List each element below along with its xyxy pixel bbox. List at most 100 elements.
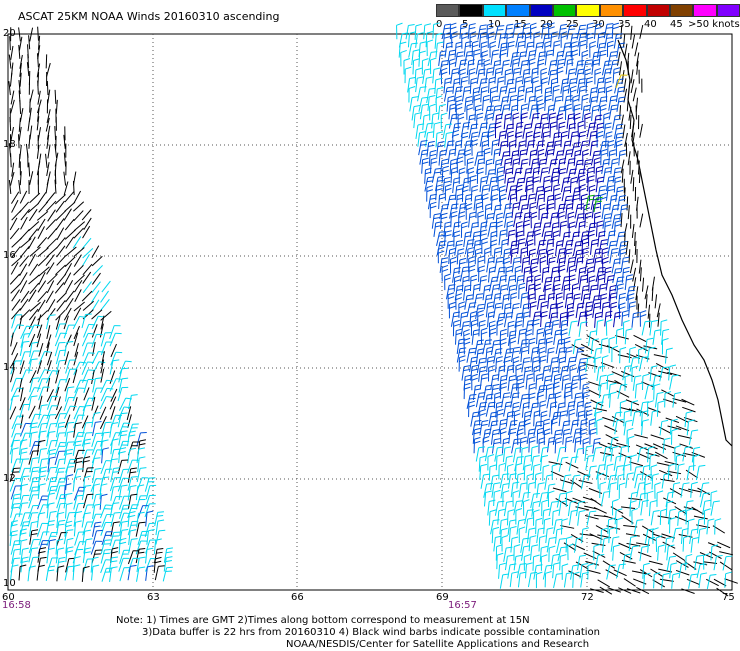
wind-barb <box>473 50 480 66</box>
wind-barb <box>569 222 575 238</box>
wind-barb <box>82 566 89 581</box>
wind-barb <box>621 507 635 509</box>
wind-barb <box>474 294 483 308</box>
wind-barb <box>412 50 420 65</box>
wind-barb <box>464 42 472 57</box>
wind-barb <box>549 501 558 516</box>
wind-barb <box>531 493 540 507</box>
wind-barb <box>542 366 550 381</box>
wind-barb <box>521 248 528 264</box>
wind-barb <box>491 285 500 300</box>
wind-barb <box>20 484 28 499</box>
wind-barb <box>486 302 493 317</box>
wind-barb <box>65 387 74 402</box>
wind-barb <box>64 342 73 357</box>
wind-barb <box>480 374 488 389</box>
wind-barb <box>12 238 22 248</box>
wind-barb <box>21 557 29 572</box>
wind-barb <box>64 172 66 186</box>
wind-barb <box>668 426 682 430</box>
wind-barb <box>494 392 500 408</box>
wind-barb <box>136 485 144 500</box>
wind-barb <box>111 389 117 402</box>
wind-barb <box>101 311 112 320</box>
wind-barb <box>524 220 530 236</box>
wind-barb <box>619 483 625 499</box>
wind-barb <box>47 81 48 95</box>
wind-barb <box>154 548 163 563</box>
wind-barb <box>546 150 554 165</box>
wind-barb <box>471 320 477 336</box>
wind-barb <box>12 342 17 355</box>
wind-barb <box>541 555 547 571</box>
wind-barb <box>508 464 514 480</box>
wind-barb <box>56 548 64 563</box>
wind-barb <box>491 240 497 256</box>
wind-barb <box>100 494 107 509</box>
wind-barb <box>528 572 537 587</box>
wind-barb <box>481 474 490 489</box>
wind-barb <box>613 545 620 561</box>
wind-barb <box>435 78 442 94</box>
wind-barb <box>539 401 546 417</box>
wind-barb <box>551 267 559 282</box>
wind-barb <box>679 563 688 578</box>
wind-barb <box>538 149 544 165</box>
wind-barb <box>66 547 74 562</box>
wind-barb <box>643 563 650 579</box>
wind-barb <box>650 454 657 470</box>
wind-barb <box>488 131 494 147</box>
wind-barb <box>64 493 72 508</box>
wind-barb <box>29 290 36 302</box>
wind-barb <box>491 475 500 490</box>
wind-barb <box>560 526 574 529</box>
wind-barb <box>623 526 637 527</box>
wind-barb <box>711 491 717 507</box>
wind-barb <box>38 281 46 293</box>
wind-barb <box>445 184 451 200</box>
wind-barb <box>496 455 503 471</box>
wind-barb <box>511 304 519 319</box>
wind-barb <box>83 494 93 508</box>
wind-barb <box>507 275 516 290</box>
wind-barb <box>629 249 630 263</box>
wind-barb <box>642 278 643 292</box>
wind-barb <box>65 219 74 230</box>
wind-barb <box>572 195 580 210</box>
wind-barb <box>92 522 101 537</box>
wind-barb <box>156 520 164 535</box>
wind-barb <box>580 141 589 156</box>
wind-barb <box>621 25 622 39</box>
wind-barb <box>588 390 601 396</box>
wind-barb <box>596 320 603 335</box>
wind-barb <box>38 370 51 382</box>
wind-barb <box>55 126 56 140</box>
wind-barb <box>128 511 135 526</box>
wind-barb <box>406 24 415 39</box>
wind-barb <box>559 457 568 471</box>
wind-barb <box>455 42 462 58</box>
wind-barb <box>64 325 75 338</box>
wind-barb <box>528 482 535 498</box>
wind-barb <box>20 539 27 554</box>
wind-barb <box>565 437 572 453</box>
wind-barb <box>65 191 74 202</box>
wind-barb <box>55 282 64 293</box>
wind-barb <box>560 555 567 571</box>
wind-barb <box>554 574 563 588</box>
wind-barb <box>616 284 623 299</box>
wind-barb <box>625 329 632 345</box>
wind-barb <box>432 113 439 128</box>
wind-barb <box>47 503 54 518</box>
wind-barb <box>9 81 11 95</box>
wind-barb <box>665 348 672 363</box>
wind-barb <box>430 158 437 174</box>
wind-barb <box>540 455 548 470</box>
wind-barb <box>596 221 603 237</box>
wind-barb <box>588 466 597 481</box>
wind-barb <box>75 289 82 301</box>
wind-barb <box>484 148 490 164</box>
wind-barb <box>631 170 633 184</box>
wind-barb <box>529 536 536 552</box>
wind-barb <box>29 135 30 149</box>
